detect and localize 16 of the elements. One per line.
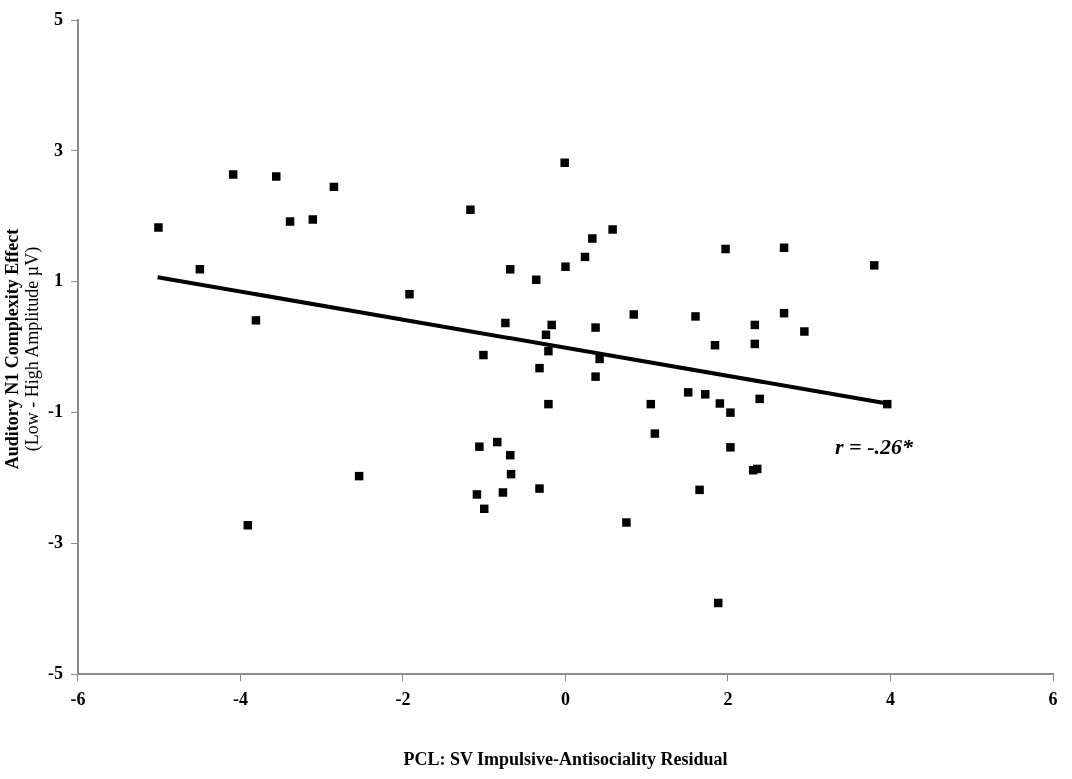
x-tick-label: -4 [233, 688, 248, 709]
x-tick-label: 6 [1048, 688, 1058, 709]
x-tick-label: 2 [723, 688, 733, 709]
y-tick-label: -5 [47, 663, 63, 684]
x-tick-label: 0 [561, 688, 570, 709]
y-tick-label: -3 [47, 532, 63, 553]
x-axis-title: PCL: SV Impulsive-Antisociality Residual [403, 748, 728, 769]
y-tick-label: 1 [53, 270, 63, 291]
x-tick-label: -6 [70, 688, 86, 709]
annotation: r = -.26* [835, 434, 914, 460]
y-axis-title: Auditory N1 Complexity Effect (Low - High Amplitude µV) [2, 228, 42, 470]
y-tick-label: 5 [53, 8, 63, 29]
x-tick-label: 4 [886, 688, 895, 709]
y-tick-label: -1 [47, 401, 63, 422]
y-tick-label: 3 [53, 139, 63, 160]
x-tick-label: -2 [395, 688, 411, 709]
